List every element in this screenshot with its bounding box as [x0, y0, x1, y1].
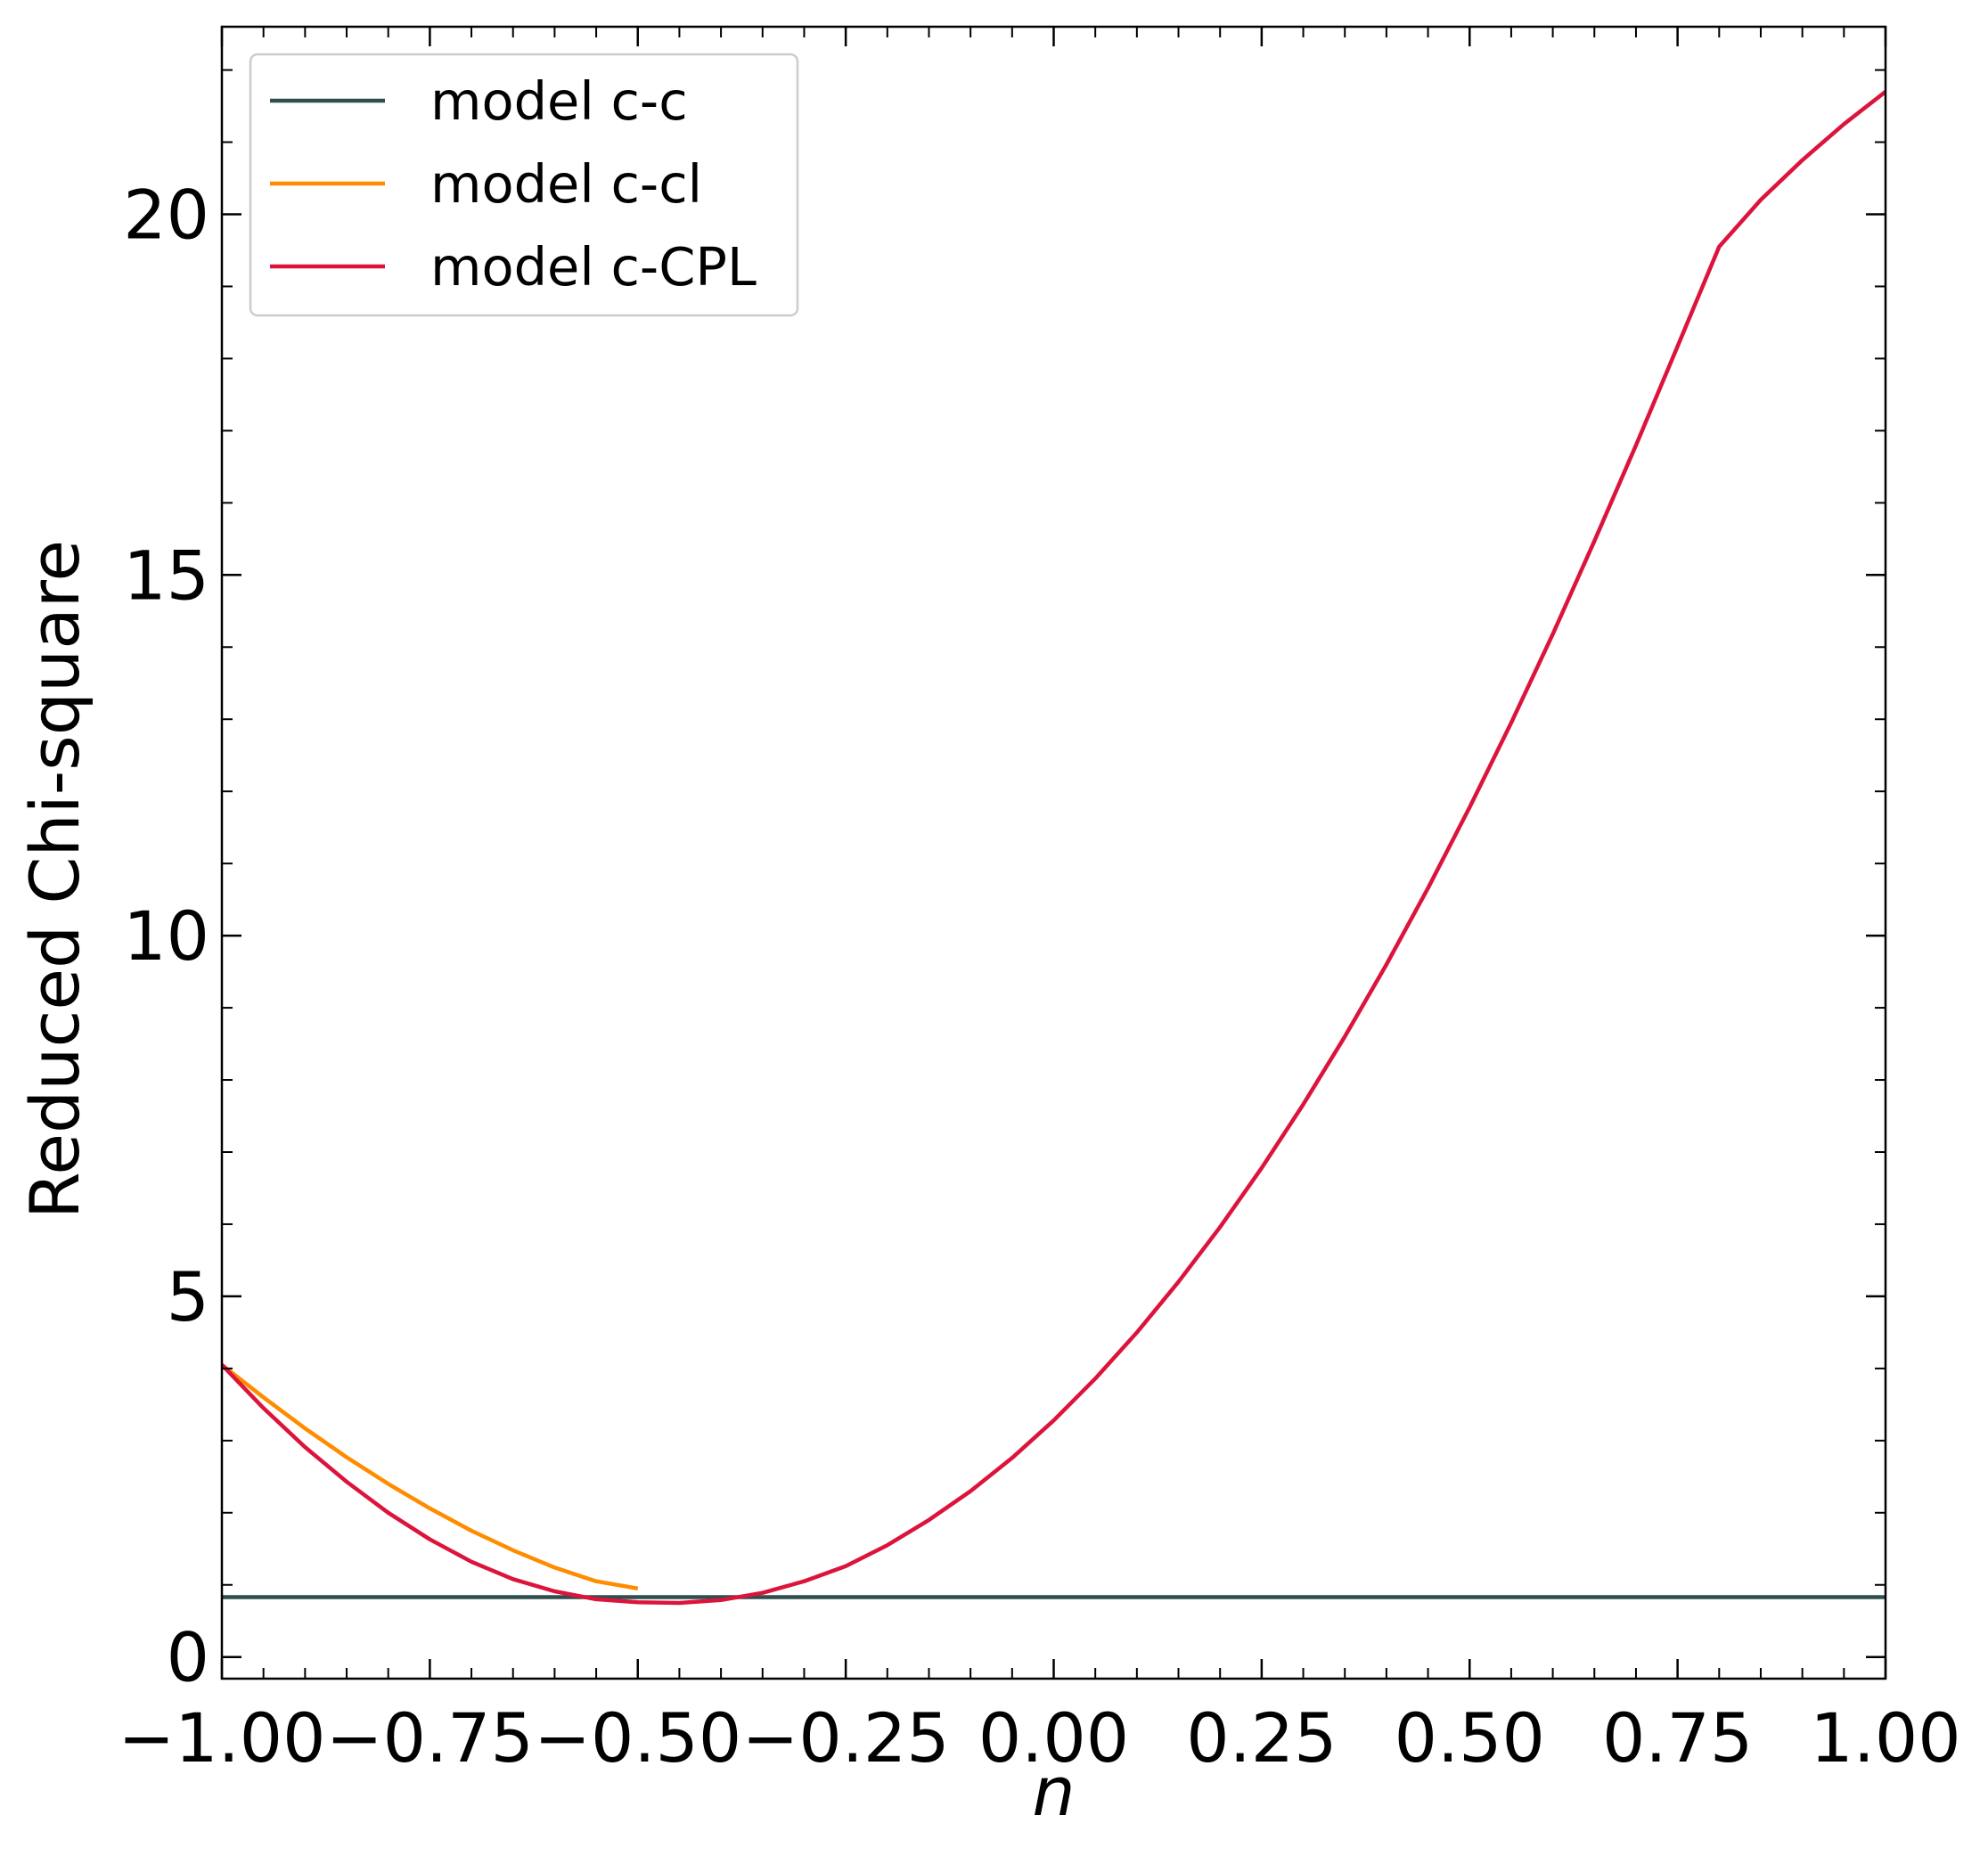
x-tick-label: −1.00: [119, 1698, 326, 1778]
x-tick-label: −0.75: [326, 1698, 534, 1778]
y-tick-label: 15: [123, 535, 209, 615]
legend-label: model c-cl: [430, 153, 702, 215]
legend-label: model c-CPL: [430, 236, 757, 298]
x-tick-label: 0.75: [1602, 1698, 1753, 1778]
x-tick-label: −0.25: [742, 1698, 950, 1778]
plot-frame: [220, 25, 1887, 1680]
legend: model c-c model c-cl model c-CPL: [249, 53, 799, 317]
y-tick-label: 5: [167, 1257, 209, 1337]
x-tick-label: −0.50: [534, 1698, 741, 1778]
x-axis-label: n: [1032, 1752, 1075, 1831]
y-tick-label: 20: [123, 175, 209, 254]
series-line-3: [222, 90, 1886, 1606]
x-tick-label: 0.25: [1186, 1698, 1337, 1778]
x-tick-label: 1.00: [1810, 1698, 1960, 1778]
legend-items: model c-c model c-cl model c-CPL: [270, 70, 757, 298]
minor-tick-layer: [222, 27, 1886, 1679]
series-layer: [222, 90, 1886, 1606]
legend-box: [249, 53, 799, 317]
x-tick-label: 0.00: [978, 1698, 1129, 1778]
series-line-2: [222, 1363, 639, 1591]
y-tick-label: 10: [123, 896, 209, 976]
y-tick-label: 0: [167, 1618, 209, 1697]
y-axis-label: Reduced Chi-square: [15, 540, 94, 1219]
legend-label: model c-c: [430, 70, 688, 132]
x-tick-label: 0.50: [1395, 1698, 1545, 1778]
tick-label-layer: −1.00 −0.75 −0.50 −0.25 0.00 0.25 0.50 0.75 1.00…: [119, 175, 1961, 1778]
